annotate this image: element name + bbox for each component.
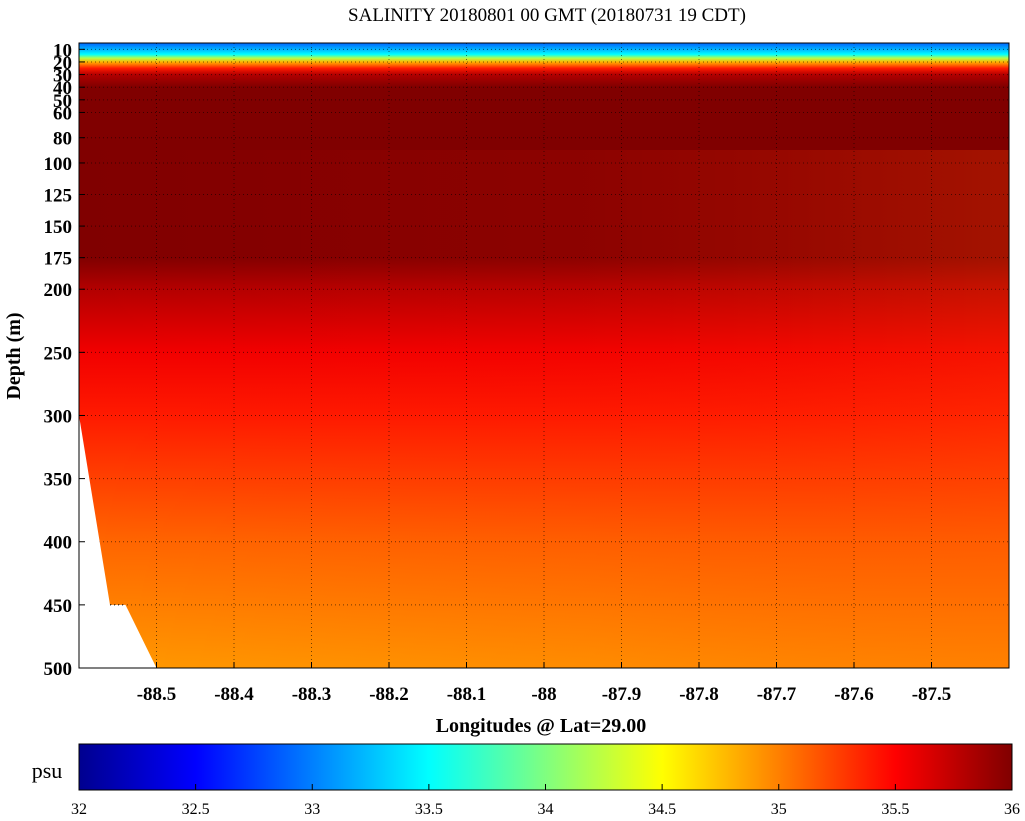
- colorbar-tick-label: 32: [71, 801, 87, 818]
- lateral-variation: [79, 150, 1009, 668]
- colorbar-tick-label: 34.5: [648, 801, 676, 818]
- x-tick-label: -87.9: [602, 684, 642, 705]
- y-tick-label: 175: [44, 249, 73, 270]
- x-axis: -88.5 -88.4 -88.3 -88.2 -88.1 -88 -87.9 -87.8 -8…: [137, 662, 952, 705]
- x-tick-label: -88.4: [214, 684, 254, 705]
- chart-title: SALINITY 20180801 00 GMT (20180731 19 CD…: [348, 5, 746, 26]
- colorbar-unit-label: psu: [32, 758, 63, 783]
- y-tick-label: 450: [44, 596, 73, 617]
- x-tick-label: -88.3: [292, 684, 332, 705]
- y-tick-label: 500: [44, 659, 73, 680]
- plot-area: [79, 43, 1009, 668]
- colorbar-tick-label: 36: [1004, 801, 1020, 818]
- x-tick-label: -87.5: [912, 684, 952, 705]
- y-tick-label: 250: [44, 343, 73, 364]
- y-tick-label: 40: [53, 78, 72, 99]
- sea-floor-mask: [79, 415, 157, 668]
- colorbar-tick-label: 33.5: [415, 801, 443, 818]
- colorbar: [78, 743, 1013, 791]
- x-tick-label: -87.8: [679, 684, 719, 705]
- x-tick-label: -87.6: [834, 684, 874, 705]
- y-tick-label: 20: [53, 53, 72, 74]
- colorbar-tick-label: 35.5: [881, 801, 909, 818]
- y-tick-label: 300: [44, 406, 73, 427]
- x-axis-label: Longitudes @ Lat=29.00: [436, 715, 647, 737]
- y-axis-label: Depth (m): [3, 312, 25, 399]
- y-tick-label: 50: [53, 91, 72, 112]
- y-tick-label: 125: [44, 186, 73, 207]
- y-tick-label: 30: [53, 66, 72, 87]
- y-tick-label: 80: [53, 129, 72, 150]
- colorbar-tick-label: 35: [771, 801, 787, 818]
- y-tick-label: 100: [44, 154, 73, 175]
- x-tick-label: -88.2: [369, 684, 409, 705]
- colorbar-tick-label: 33: [304, 801, 320, 818]
- y-tick-label: 60: [53, 103, 72, 124]
- y-tick-label: 350: [44, 470, 73, 491]
- colorbar-ticks: 32 32.5 33 33.5 34 34.5 35 35.5 36: [71, 784, 1020, 818]
- x-tick-label: -87.7: [757, 684, 797, 705]
- x-tick-label: -88.1: [447, 684, 487, 705]
- x-tick-label: -88: [531, 684, 556, 705]
- colorbar-tick-label: 34: [538, 801, 554, 818]
- colorbar-tick-label: 32.5: [182, 801, 210, 818]
- x-tick-label: -88.5: [137, 684, 177, 705]
- y-tick-label: 150: [44, 217, 73, 238]
- y-tick-label: 200: [44, 280, 73, 301]
- grid-lines: [79, 43, 1009, 668]
- y-tick-label: 10: [53, 40, 72, 61]
- y-tick-label: 400: [44, 533, 73, 554]
